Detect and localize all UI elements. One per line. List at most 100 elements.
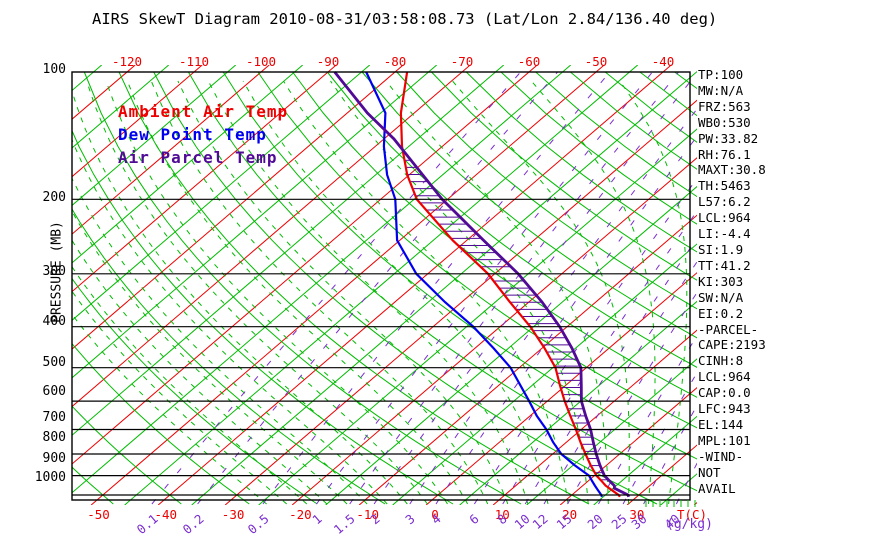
stats-line: NOT: [698, 464, 721, 480]
moist-adiabat-line: [126, 80, 469, 505]
isotherm-line: [224, 99, 697, 505]
dry-adiabat-line: [292, 71, 697, 398]
intermediate-isotherm-line: [72, 65, 237, 207]
intermediate-isotherm-line: [392, 243, 697, 505]
moist-adiabat-line: [452, 80, 630, 505]
dry-adiabat-line: [187, 71, 697, 492]
moist-adiabat-line: [72, 138, 388, 505]
dew-point-curve: [365, 71, 603, 498]
isotherm-line: [72, 65, 538, 465]
stats-line: LFC:943: [698, 401, 751, 417]
intermediate-isotherm-line: [72, 65, 170, 149]
mixing-ratio-line: [409, 108, 697, 505]
top-temp-tick-label: -70: [450, 54, 474, 69]
moist-adiabat-line: [72, 313, 267, 505]
isotherm-line: [72, 65, 203, 178]
stats-line: LCL:964: [698, 369, 751, 385]
intermediate-isotherm-line: [72, 65, 505, 436]
intermediate-isotherm-line: [593, 415, 697, 505]
parcel-temp-curve: [333, 71, 631, 498]
intermediate-isotherm-line: [191, 70, 697, 505]
top-temp-tick-label: -50: [584, 54, 608, 69]
top-temp-tick-label: -110: [178, 54, 210, 69]
legend-air-parcel-temp: Air Parcel Temp: [118, 148, 278, 167]
stats-line: SW:N/A: [698, 289, 744, 305]
bottom-temp-tick-label: 0: [431, 507, 439, 522]
intermediate-isotherm-line: [72, 65, 304, 264]
isotherm-line: [425, 272, 697, 505]
pressure-tick-label: 900: [42, 451, 66, 466]
stats-line: TH:5463: [698, 178, 751, 194]
pressure-tick-label: 100: [42, 62, 66, 77]
dry-adiabat-line: [361, 71, 697, 339]
stats-line: LI:-4.4: [698, 226, 751, 242]
pressure-tick-label: 800: [42, 430, 66, 445]
mixing-ratio-line: [151, 71, 521, 505]
plot-frame: [71, 71, 691, 501]
stats-line: MAXT:30.8: [698, 162, 766, 178]
isotherm-line: [72, 65, 337, 293]
stats-line: WB0:530: [698, 114, 751, 130]
stats-line: MPL:101: [698, 432, 751, 448]
mixing-ratio-line: [197, 71, 558, 505]
intermediate-isotherm-line: [72, 65, 572, 494]
top-temp-tick-label: -90: [316, 54, 340, 69]
stats-line: EL:144: [698, 416, 744, 432]
top-temp-tick-label: -40: [651, 54, 675, 69]
intermediate-isotherm-line: [526, 358, 697, 505]
pressure-tick-label: 500: [42, 355, 66, 370]
isotherm-line: [72, 65, 404, 350]
mixing-ratio-line: [316, 71, 653, 505]
mixing-ratio-line: [349, 71, 679, 505]
dry-adiabat-line: [396, 71, 697, 310]
pressure-tick-label: 300: [42, 264, 66, 279]
moist-adiabat-line: [72, 210, 348, 505]
pressure-tick-label: 1000: [34, 470, 66, 485]
dry-adiabat-line: [257, 71, 697, 429]
dry-adiabat-line: [326, 71, 697, 368]
legend-dew-point-temp: Dew Point Temp: [118, 125, 267, 144]
legend-ambient-air-temp: Ambient Air Temp: [118, 102, 289, 121]
stats-line: RH:76.1: [698, 146, 751, 162]
dry-adiabat-line: [153, 71, 658, 505]
moist-adiabat-line: [619, 80, 688, 505]
moist-adiabat-line: [177, 80, 509, 505]
moist-adiabat-line: [150, 80, 489, 505]
dry-adiabat-line: [72, 208, 386, 505]
intermediate-isotherm-line: [459, 300, 697, 505]
stats-line: CAPE:2193: [698, 337, 766, 353]
stats-line: CINH:8: [698, 353, 744, 369]
dry-adiabat-line: [83, 71, 522, 505]
page-title: AIRS SkewT Diagram 2010-08-31/03:58:08.7…: [92, 10, 718, 28]
intermediate-isotherm-line: [72, 65, 371, 321]
stats-panel: TP:100 MW:N/A FRZ:563 WB0:530 PW:33.82 RH:76.…: [698, 67, 766, 496]
stats-line: L57:6.2: [698, 194, 751, 210]
dry-adiabat-line: [72, 466, 114, 505]
stats-line: EI:0.2: [698, 305, 744, 321]
stats-line: FRZ:563: [698, 98, 751, 114]
stats-line: AVAIL: [698, 480, 736, 496]
bottom-temp-tick-label: 10: [494, 507, 510, 522]
moist-adiabat-line: [531, 80, 656, 505]
top-temp-tick-label: -120: [111, 54, 143, 69]
isotherm-line: [559, 387, 697, 505]
intermediate-isotherm-line: [325, 185, 697, 505]
bottom-temp-tick-label: 30: [629, 507, 645, 522]
intermediate-isotherm-line: [72, 65, 438, 379]
bottom-temp-tick-label: -40: [154, 507, 178, 522]
isotherm-line: [291, 157, 697, 505]
moist-adiabat-line: [330, 80, 589, 505]
ambient-temp-curve: [399, 71, 621, 498]
bottom-temp-tick-label: 20: [562, 507, 578, 522]
stats-line: -PARCEL-: [698, 321, 759, 337]
bottom-temp-tick-label: -30: [221, 507, 245, 522]
stats-line: TT:41.2: [698, 257, 751, 273]
dry-adiabat-line: [72, 129, 454, 505]
dry-adiabat-line: [431, 71, 697, 281]
bottom-temp-tick-label: -50: [87, 507, 110, 522]
isotherm-line: [72, 65, 270, 235]
stats-line: LCL:964: [698, 210, 751, 226]
stats-line: -WIND-: [698, 448, 744, 464]
dry-adiabat-line: [500, 71, 697, 225]
